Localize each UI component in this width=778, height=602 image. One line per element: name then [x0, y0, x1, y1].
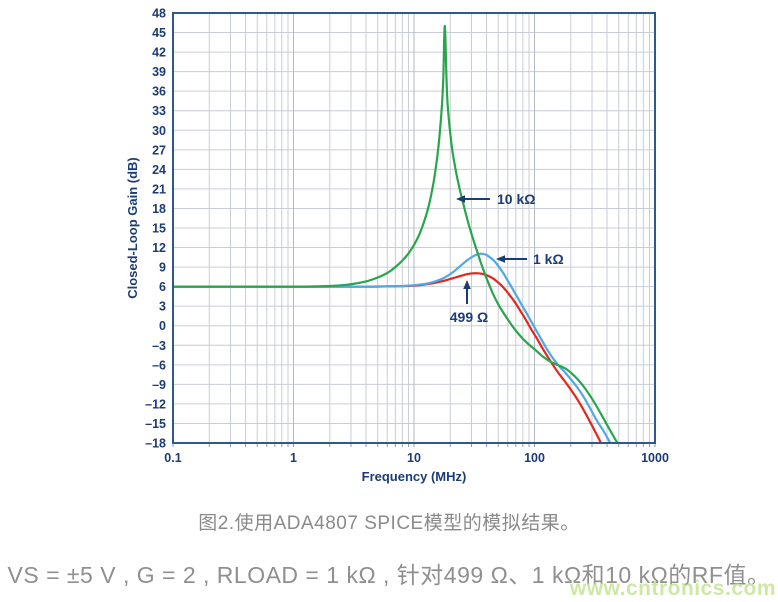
y-tick-label: 12 — [152, 241, 166, 255]
y-tick-label: 24 — [152, 163, 166, 177]
y-tick-label: 45 — [152, 26, 166, 40]
y-tick-label: –6 — [152, 358, 166, 372]
y-tick-label: 15 — [152, 222, 166, 236]
x-tick-label: 10 — [407, 451, 421, 465]
y-tick-label: 6 — [159, 280, 166, 294]
y-tick-label: 48 — [152, 7, 166, 21]
x-tick-label: 100 — [524, 451, 545, 465]
gain-curves — [173, 24, 619, 443]
y-tick-label: –15 — [145, 417, 166, 431]
bode-plot-chart: 48 45 42 39 36 33 30 27 24 21 18 15 12 9 6 3 0 –3 –6 –9 –12–… — [125, 7, 669, 485]
y-tick-label: –9 — [152, 378, 166, 392]
annotation-arrowhead — [496, 255, 505, 263]
x-tick-label: 0.1 — [164, 451, 181, 465]
conditions-text: VS = ±5 V , G = 2 , RLOAD = 1 kΩ , 针对499… — [7, 562, 771, 588]
y-tick-label: –12 — [145, 397, 166, 411]
annotation-arrowhead — [456, 195, 465, 203]
y-tick-label: 21 — [152, 182, 166, 196]
x-axis-title: Frequency (MHz) — [362, 469, 467, 484]
y-tick-label: –18 — [145, 437, 166, 451]
y-tick-label: 39 — [152, 65, 166, 79]
y-tick-label: 3 — [159, 300, 166, 314]
y-axis-title: Closed-Loop Gain (dB) — [125, 157, 140, 299]
curve-1kΩ — [173, 252, 612, 443]
curve-annotations: 10 kΩ 1 kΩ 499 Ω — [450, 191, 564, 325]
curve-499Ω — [173, 272, 603, 443]
x-tick-label: 1 — [290, 451, 297, 465]
annotation-label: 499 Ω — [450, 309, 488, 325]
y-tick-label: 9 — [159, 261, 166, 275]
y-tick-label: –3 — [152, 339, 166, 353]
x-axis-tick-labels: 0.1 1 10 100 1000 — [164, 451, 669, 465]
y-tick-label: 18 — [152, 202, 166, 216]
y-tick-label: 33 — [152, 104, 166, 118]
annotation-label: 10 kΩ — [497, 191, 535, 207]
closed-loop-gain-plot: 484542393633302724211815129630–3–6–9–12–… — [125, 7, 669, 485]
y-axis-tick-labels: 484542393633302724211815129630–3–6–9–12–… — [145, 7, 166, 451]
y-tick-label: 42 — [152, 46, 166, 60]
annotation-label: 1 kΩ — [533, 251, 564, 267]
figure-caption: 图2.使用ADA4807 SPICE模型的模拟结果。 — [198, 513, 580, 534]
curve-10kΩ — [173, 24, 619, 443]
y-tick-label: 0 — [159, 319, 166, 333]
annotation-arrowhead — [463, 280, 471, 289]
plot-frame — [172, 12, 656, 444]
y-tick-label: 27 — [152, 143, 166, 157]
y-tick-label: 30 — [152, 124, 166, 138]
x-tick-label: 1000 — [641, 451, 669, 465]
grid-lines — [172, 12, 656, 444]
y-tick-label: 36 — [152, 85, 166, 99]
